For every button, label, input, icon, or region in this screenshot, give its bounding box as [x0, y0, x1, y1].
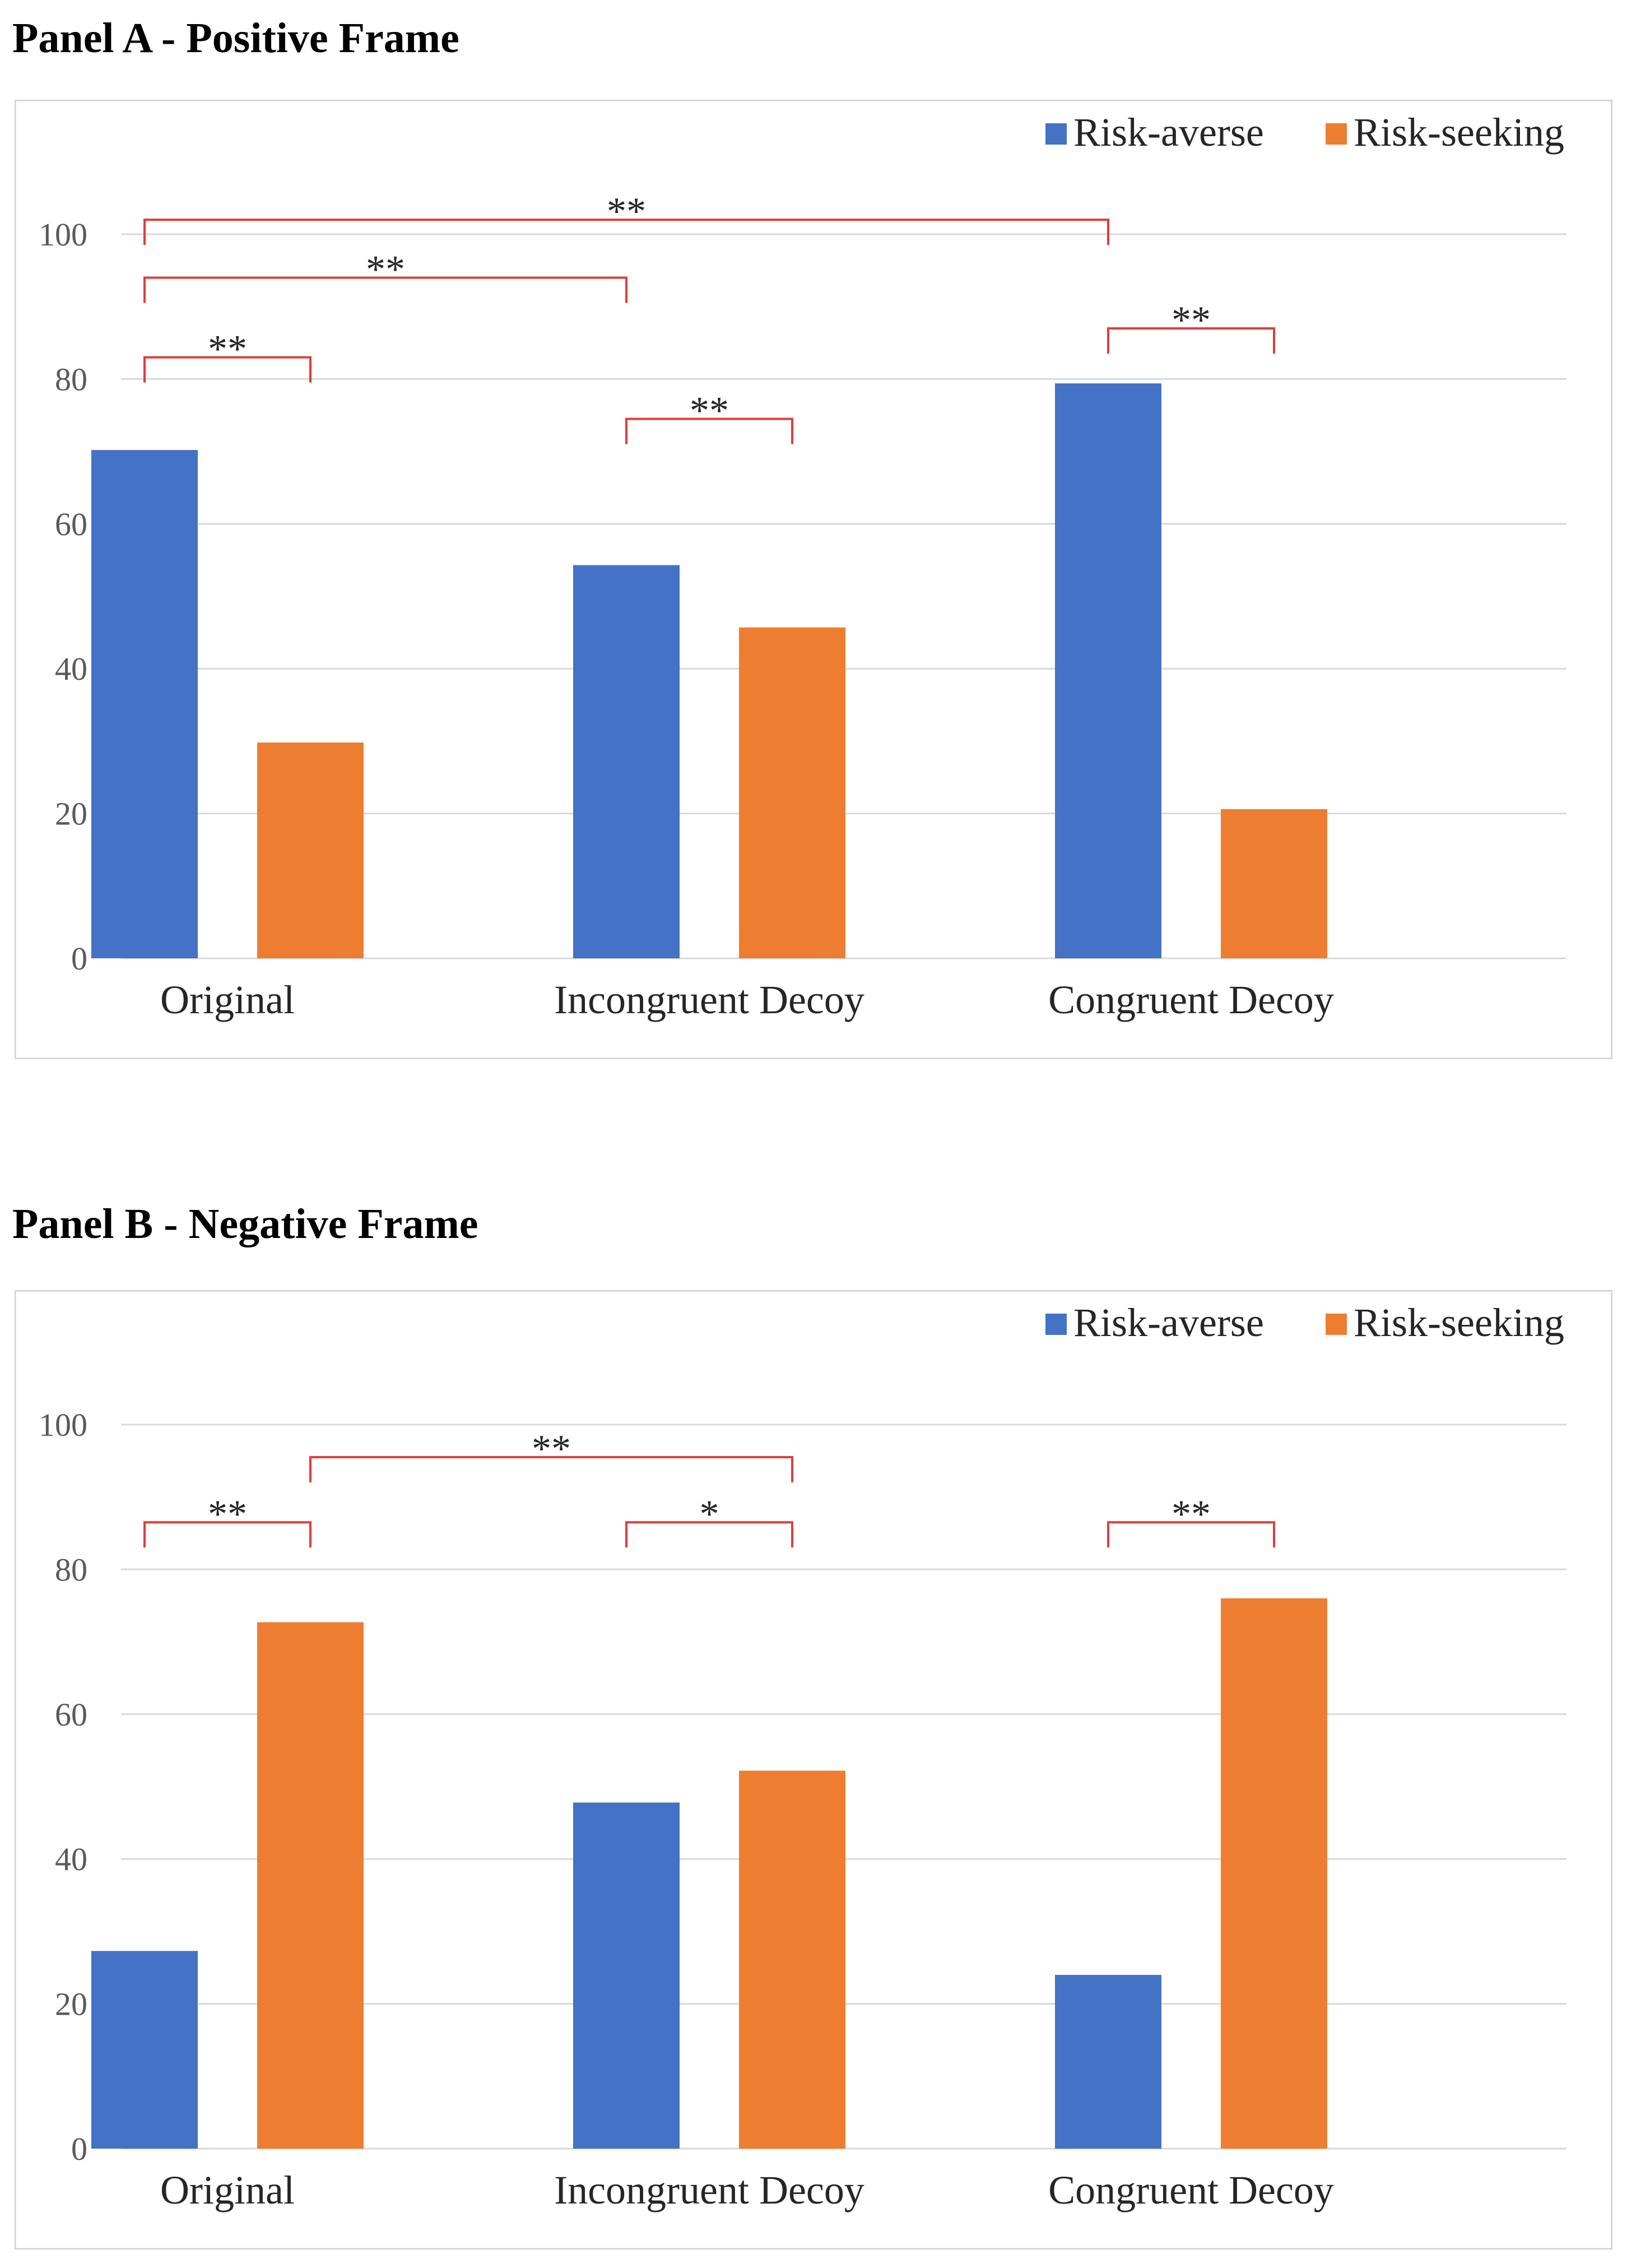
bar-risk-averse [1055, 383, 1161, 958]
significance-bracket [309, 1456, 793, 1483]
y-tick-label: 60 [55, 1696, 87, 1733]
legend-label: Risk-averse [1073, 1300, 1264, 1345]
bar-risk-seeking [1221, 809, 1327, 958]
significance-bracket [143, 1521, 312, 1548]
x-tick-label: Original [160, 977, 295, 1022]
legend-swatch [1326, 123, 1347, 145]
significance-bracket [1107, 1521, 1275, 1548]
legend-swatch [1326, 1314, 1347, 1335]
significance-bracket [143, 276, 627, 303]
significance-bracket [143, 219, 1109, 245]
bar-risk-averse [573, 565, 680, 958]
y-tick-label: 80 [55, 1551, 87, 1588]
y-tick-label: 60 [55, 506, 87, 542]
chart-panel-a: 0 20 40 60 80 100 Original Incongruent Decoy Con… [15, 100, 1612, 1059]
bar-risk-seeking [257, 1622, 364, 2149]
chart-panel-b: 0 20 40 60 80 100 Original Incongruent Decoy Con… [15, 1290, 1612, 2250]
y-tick-label: 0 [71, 2131, 87, 2167]
significance-label: ** [1172, 1492, 1211, 1536]
y-tick-label: 20 [55, 1986, 87, 2023]
x-tick-label: Original [160, 2168, 295, 2213]
significance-label: * [700, 1492, 719, 1536]
bar-risk-averse [1055, 1974, 1161, 2149]
bar-risk-averse [91, 450, 198, 958]
x-tick-label: Incongruent Decoy [554, 2168, 864, 2213]
x-tick-label: Congruent Decoy [1048, 2168, 1334, 2213]
y-tick-label: 40 [55, 1841, 87, 1877]
y-tick-label: 0 [71, 940, 87, 977]
significance-label: ** [366, 248, 405, 291]
bar-risk-averse [573, 1802, 680, 2149]
significance-label: ** [532, 1427, 571, 1471]
bar-risk-seeking [257, 742, 364, 958]
bar-risk-seeking [739, 1770, 845, 2149]
significance-bracket [625, 1521, 793, 1548]
bar-risk-averse [91, 1951, 198, 2149]
significance-label: ** [208, 328, 247, 371]
legend-label: Risk-seeking [1354, 110, 1564, 155]
y-tick-label: 100 [39, 1407, 87, 1443]
significance-label: ** [607, 190, 646, 233]
significance-label: ** [690, 389, 729, 432]
bar-risk-seeking [1221, 1598, 1327, 2149]
significance-bracket [1107, 327, 1275, 354]
panel-a-title: Panel A - Positive Frame [12, 15, 459, 62]
legend-swatch [1045, 1314, 1067, 1335]
x-tick-label: Incongruent Decoy [554, 977, 864, 1022]
y-tick-label: 40 [55, 651, 87, 687]
legend-swatch [1045, 123, 1067, 145]
significance-bracket [625, 418, 793, 444]
significance-label: ** [208, 1492, 247, 1536]
panel-b-title: Panel B - Negative Frame [12, 1200, 478, 1247]
x-tick-label: Congruent Decoy [1048, 977, 1334, 1022]
y-tick-label: 20 [55, 796, 87, 832]
legend-label: Risk-seeking [1354, 1300, 1564, 1345]
y-tick-label: 100 [39, 216, 87, 253]
bar-risk-seeking [739, 627, 845, 958]
significance-bracket [143, 356, 312, 383]
legend-label: Risk-averse [1073, 110, 1264, 155]
y-tick-label: 80 [55, 361, 87, 397]
significance-label: ** [1172, 299, 1211, 342]
